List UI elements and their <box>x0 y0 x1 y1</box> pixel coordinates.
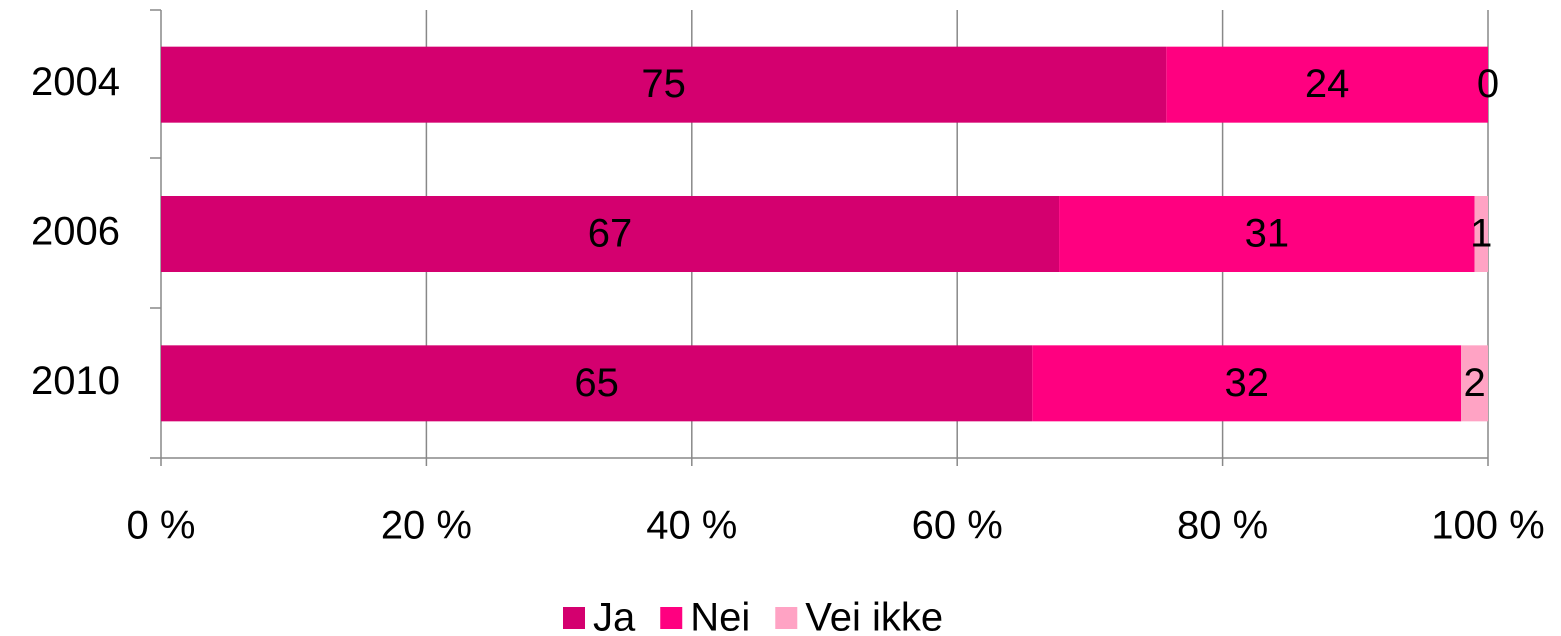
data-label: 24 <box>1305 62 1350 106</box>
bar-segment <box>161 196 1060 272</box>
data-label: 31 <box>1245 212 1290 256</box>
x-tick-label: 80 % <box>1177 504 1268 548</box>
bar-segment <box>1474 196 1488 272</box>
data-label: 67 <box>588 212 633 256</box>
y-tick-label: 2004 <box>31 60 120 104</box>
legend-swatch <box>660 607 683 629</box>
data-label: 0 <box>1477 62 1499 106</box>
data-label: 2 <box>1463 361 1485 405</box>
bar-segment <box>1059 196 1475 272</box>
x-tick-label: 40 % <box>646 504 737 548</box>
data-label: 65 <box>574 361 619 405</box>
y-axis-ticks <box>150 9 161 459</box>
bar-segment <box>161 345 1033 422</box>
x-tick-label: 60 % <box>912 504 1003 548</box>
bar-segment <box>1166 46 1488 123</box>
legend-label: Nei <box>690 596 750 636</box>
data-label: 1 <box>1470 212 1492 256</box>
legend-label: Vei ikke <box>805 596 943 636</box>
legend-label: Ja <box>593 596 636 636</box>
legend-swatch <box>775 607 798 629</box>
bar-segment <box>161 46 1167 123</box>
x-tick-label: 0 % <box>127 504 196 548</box>
x-tick-label: 100 % <box>1431 504 1544 548</box>
x-tick-label: 20 % <box>381 504 472 548</box>
data-label: 75 <box>641 62 686 106</box>
legend-swatch <box>563 607 585 629</box>
y-tick-label: 2010 <box>31 359 120 403</box>
data-label: 32 <box>1224 361 1269 405</box>
bar-segment <box>1032 345 1462 422</box>
bar-segment <box>1461 345 1488 422</box>
y-tick-label: 2006 <box>31 210 120 254</box>
